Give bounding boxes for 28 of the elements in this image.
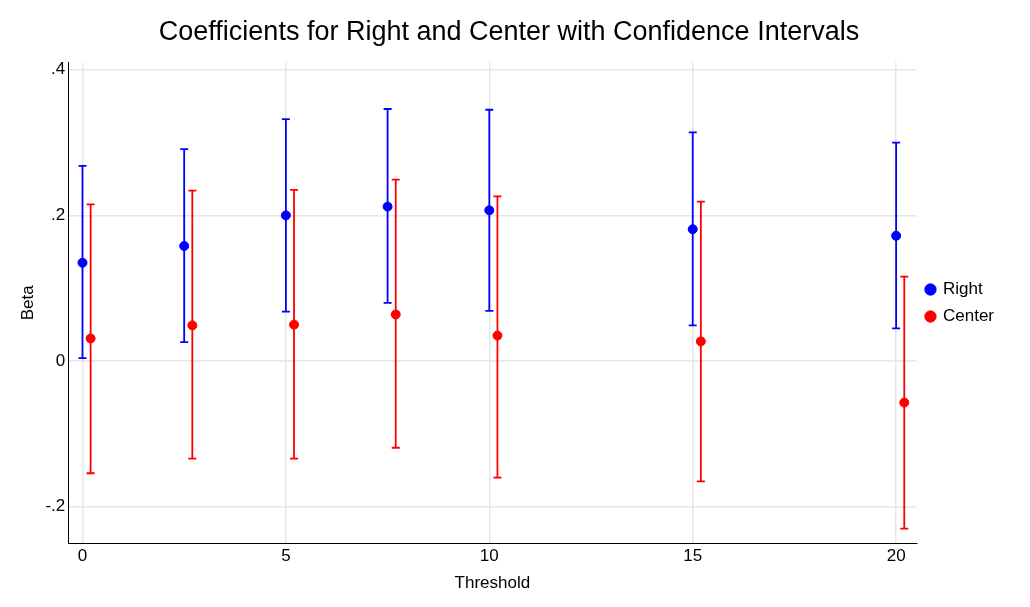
- point: [280, 210, 291, 221]
- point: [899, 397, 910, 408]
- point: [382, 201, 393, 212]
- y-tick-label: -.2: [45, 496, 66, 516]
- point: [179, 240, 190, 251]
- point: [492, 330, 503, 341]
- point: [891, 230, 902, 241]
- point: [289, 319, 300, 330]
- chart-title: Coefficients for Right and Center with Confidence Intervals: [158, 15, 860, 46]
- y-axis-title: Beta: [17, 284, 37, 321]
- x-tick-label: 20: [886, 546, 906, 566]
- y-tick-label: .4: [51, 59, 66, 79]
- point: [390, 309, 401, 320]
- x-tick-label: 10: [479, 546, 499, 566]
- x-tick-label: 15: [683, 546, 703, 566]
- legend-label: Right: [942, 279, 983, 299]
- x-tick-label: 5: [281, 546, 291, 566]
- point: [77, 257, 88, 268]
- y-tick-label: 0: [55, 350, 66, 370]
- point: [187, 320, 198, 331]
- point: [85, 333, 96, 344]
- legend-label: Center: [942, 306, 995, 326]
- point: [687, 224, 698, 235]
- y-tick-label: .2: [51, 205, 66, 225]
- point: [484, 205, 495, 216]
- x-axis-title: Threshold: [454, 573, 531, 593]
- x-tick-label: 0: [77, 546, 88, 566]
- point: [695, 336, 706, 347]
